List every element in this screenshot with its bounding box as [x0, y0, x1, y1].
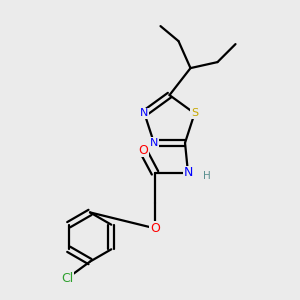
Text: N: N — [140, 108, 148, 118]
Text: N: N — [150, 138, 158, 148]
Text: S: S — [191, 108, 198, 118]
Text: Cl: Cl — [61, 272, 74, 285]
Text: H: H — [203, 171, 211, 181]
Text: N: N — [183, 167, 193, 179]
Text: O: O — [150, 222, 160, 235]
Text: O: O — [138, 144, 148, 157]
